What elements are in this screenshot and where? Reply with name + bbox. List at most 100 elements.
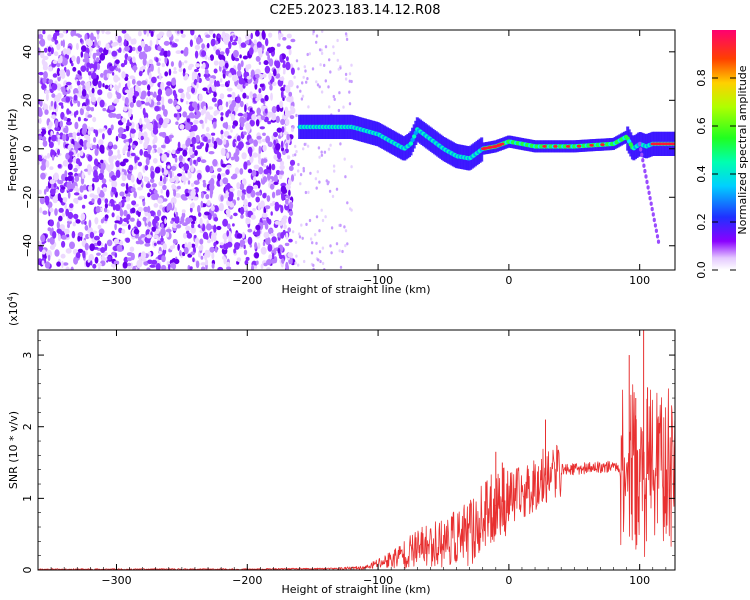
noise-mark — [111, 180, 118, 189]
noise-mark — [44, 109, 49, 115]
noise-mark — [103, 207, 108, 213]
ridge-peak-mark — [565, 145, 571, 148]
noise-mark — [320, 51, 324, 56]
noise-mark — [126, 252, 133, 257]
noise-mark — [204, 69, 209, 75]
noise-mark — [109, 65, 115, 72]
noise-mark — [305, 80, 308, 84]
noise-mark — [180, 50, 184, 54]
noise-mark — [114, 223, 117, 231]
noise-mark — [314, 177, 318, 181]
noise-mark — [276, 104, 281, 113]
noise-mark — [220, 195, 224, 202]
noise-mark — [69, 84, 73, 90]
snr-xlabel: Height of straight line (km) — [281, 583, 430, 596]
noise-mark — [254, 265, 258, 269]
noise-mark — [156, 101, 161, 106]
noise-mark — [131, 56, 136, 63]
noise-mark — [240, 214, 244, 219]
noise-mark — [115, 67, 119, 72]
noise-mark — [169, 178, 176, 183]
noise-mark — [323, 150, 327, 154]
noise-mark — [160, 223, 164, 229]
y-tick-label: 0 — [21, 145, 34, 152]
noise-mark — [344, 244, 347, 248]
noise-mark — [161, 144, 166, 149]
noise-mark — [327, 180, 330, 184]
noise-mark — [50, 149, 56, 158]
noise-mark — [181, 171, 186, 176]
noise-mark — [285, 61, 291, 71]
noise-mark — [90, 67, 94, 72]
noise-mark — [176, 224, 182, 229]
noise-mark — [131, 200, 137, 206]
noise-mark — [150, 171, 155, 180]
noise-mark — [267, 54, 270, 61]
noise-mark — [179, 162, 184, 168]
noise-mark — [231, 91, 236, 100]
noise-mark — [329, 244, 332, 248]
noise-mark — [149, 264, 156, 268]
noise-mark — [64, 170, 68, 178]
colorbar-axes: 0.0 0.2 0.4 0.6 0.8 — [695, 69, 736, 279]
noise-mark — [211, 132, 216, 136]
noise-mark — [250, 32, 253, 40]
noise-mark — [300, 97, 304, 101]
noise-mark — [49, 236, 55, 245]
noise-mark — [197, 156, 201, 163]
noise-mark — [173, 67, 177, 71]
noise-mark — [269, 84, 273, 91]
noise-mark — [350, 79, 353, 84]
noise-mark — [211, 252, 215, 260]
noise-mark — [249, 91, 253, 99]
noise-mark — [255, 191, 261, 196]
noise-mark — [52, 32, 58, 41]
noise-mark — [166, 152, 170, 158]
noise-mark — [44, 155, 48, 160]
noise-mark — [182, 68, 186, 74]
noise-mark — [205, 250, 211, 258]
noise-mark — [73, 213, 79, 219]
noise-mark — [69, 175, 73, 180]
noise-mark — [46, 152, 51, 159]
noise-mark — [333, 169, 336, 173]
noise-mark — [300, 223, 303, 227]
ridge-core-mark — [412, 134, 417, 139]
noise-mark — [180, 92, 185, 100]
noise-mark — [189, 207, 193, 213]
noise-mark — [316, 83, 320, 87]
noise-mark — [72, 156, 77, 164]
noise-mark — [75, 164, 78, 169]
noise-mark — [57, 193, 62, 201]
noise-mark — [69, 203, 74, 209]
noise-mark — [211, 174, 217, 179]
colorbar-label: Normalized spectral amplitude — [736, 65, 749, 234]
noise-mark — [164, 218, 167, 225]
noise-mark — [155, 263, 161, 270]
noise-mark — [114, 155, 118, 161]
noise-mark — [93, 165, 98, 171]
noise-mark — [85, 233, 90, 240]
noise-mark — [225, 47, 230, 55]
noise-mark — [79, 150, 84, 157]
noise-mark — [183, 163, 190, 171]
noise-mark — [304, 69, 307, 73]
noise-mark — [96, 186, 101, 195]
noise-mark — [295, 113, 298, 118]
noise-mark — [108, 142, 113, 146]
noise-mark — [219, 78, 223, 83]
noise-mark — [140, 40, 146, 48]
noise-mark — [165, 88, 172, 97]
noise-mark — [309, 171, 312, 175]
noise-mark — [86, 141, 91, 149]
noise-mark — [220, 129, 224, 135]
noise-mark — [268, 72, 272, 81]
noise-mark — [206, 114, 212, 120]
noise-mark — [144, 243, 151, 247]
noise-mark — [102, 107, 107, 112]
noise-mark — [170, 61, 174, 67]
noise-mark — [268, 254, 272, 261]
noise-mark — [133, 91, 140, 97]
noise-mark — [255, 30, 260, 37]
